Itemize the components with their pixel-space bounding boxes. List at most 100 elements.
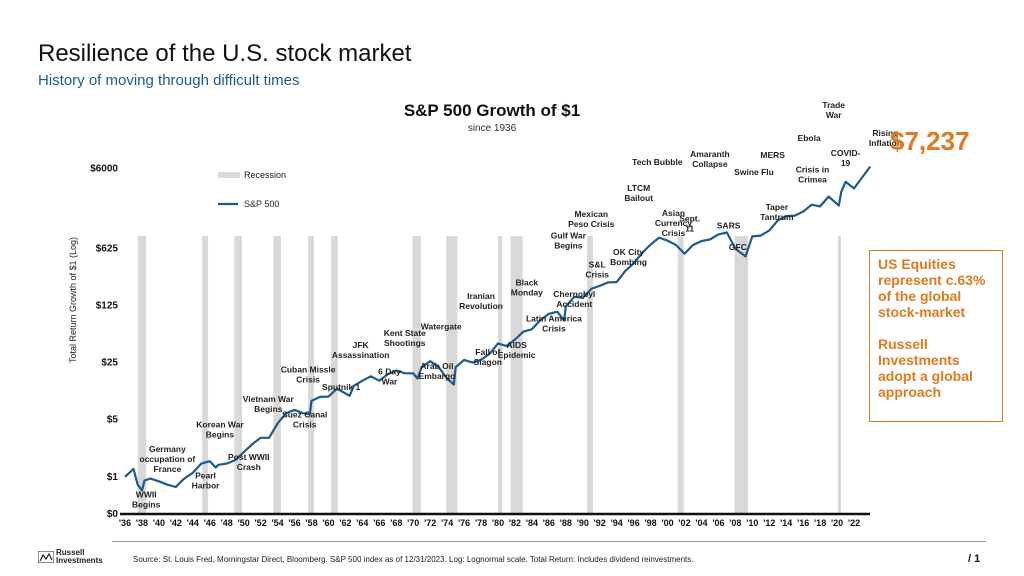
recession-bar bbox=[446, 236, 458, 514]
x-tick-label: '06 bbox=[712, 518, 724, 528]
event-label-line: AIDS bbox=[506, 340, 527, 350]
event-label: MERS bbox=[760, 150, 785, 160]
x-tick-label: '40 bbox=[153, 518, 165, 528]
event-label-line: Revolution bbox=[459, 301, 503, 311]
event-label-line: 19 bbox=[841, 158, 851, 168]
x-tick-label: '04 bbox=[695, 518, 707, 528]
x-tick-label: '86 bbox=[543, 518, 555, 528]
recession-bar bbox=[273, 236, 281, 514]
event-label-line: France bbox=[153, 464, 181, 474]
event-label-line: Mexican bbox=[574, 209, 608, 219]
event-label-line: Post WWII bbox=[228, 452, 270, 462]
footer-divider bbox=[112, 541, 986, 542]
y-axis-label: Total Return Growth of $1 (Log) bbox=[68, 237, 78, 363]
event-label: 6 Day War bbox=[378, 366, 401, 386]
event-label-line: Asian bbox=[662, 208, 685, 218]
event-label-line: WWII bbox=[136, 489, 157, 499]
chart-title: S&P 500 Growth of $1 bbox=[404, 101, 580, 120]
event-label-line: Crisis bbox=[662, 228, 686, 238]
x-tick-label: '14 bbox=[780, 518, 792, 528]
event-label-line: JFK bbox=[353, 340, 370, 350]
event-label-line: Amaranth bbox=[690, 149, 730, 159]
x-tick-labels: '36 '38 '40 '42 '44 '46 '48 '50 '52 '54 '56 '58 '60 '… bbox=[119, 518, 860, 528]
event-label: JFK Assassination bbox=[332, 340, 390, 360]
y-tick-label: $125 bbox=[96, 301, 119, 312]
x-tick-label: '66 bbox=[373, 518, 385, 528]
event-label: Arab Oil Embargo bbox=[419, 361, 456, 381]
event-label-line: Inflation bbox=[869, 138, 902, 148]
event-label: Pearl Harbor bbox=[192, 471, 221, 491]
event-label: Taper Tantrum bbox=[760, 202, 794, 222]
y-tick-label: $625 bbox=[96, 243, 119, 254]
final-value: $7,237 bbox=[890, 126, 970, 156]
x-tick-label: '42 bbox=[170, 518, 182, 528]
recession-bar bbox=[677, 236, 684, 514]
event-label-line: Assassination bbox=[332, 350, 390, 360]
event-label-line: Fall of bbox=[475, 347, 500, 357]
page-subtitle: History of moving through difficult time… bbox=[38, 72, 300, 89]
x-tick-label: '84 bbox=[526, 518, 538, 528]
x-tick-label: '38 bbox=[136, 518, 148, 528]
event-label-line: Sputnik 1 bbox=[322, 382, 361, 392]
event-label-line: War bbox=[382, 376, 398, 386]
event-label-line: Cuban Missle bbox=[281, 364, 336, 374]
event-label-line: Begins bbox=[554, 240, 583, 250]
x-tick-label: '64 bbox=[356, 518, 368, 528]
event-label-line: Peso Crisis bbox=[568, 219, 615, 229]
x-tick-label: '72 bbox=[424, 518, 436, 528]
event-label: COVID-19 bbox=[831, 148, 861, 168]
event-label-line: Begins bbox=[206, 430, 235, 440]
recession-bar bbox=[330, 236, 338, 514]
x-tick-label: '94 bbox=[611, 518, 623, 528]
x-tick-label: '20 bbox=[831, 518, 843, 528]
event-label: Post WWII Crash bbox=[228, 452, 270, 472]
event-label-line: Gulf War bbox=[551, 230, 587, 240]
legend: Recession S&P 500 bbox=[218, 170, 286, 209]
event-label-line: Rising bbox=[872, 128, 898, 138]
recession-bar bbox=[234, 236, 242, 514]
event-label: Korean War Begins bbox=[196, 420, 244, 440]
event-label-line: Sept. bbox=[679, 213, 700, 223]
event-label: WWII Begins bbox=[132, 489, 161, 509]
event-label-line: Korean War bbox=[196, 420, 244, 430]
x-tick-label: '80 bbox=[492, 518, 504, 528]
event-label-line: Crisis bbox=[296, 374, 320, 384]
event-label-line: Bailout bbox=[624, 193, 653, 203]
logo-line-2: Investments bbox=[56, 556, 103, 565]
event-label-line: Kent State bbox=[384, 328, 426, 338]
event-label-line: Watergate bbox=[421, 321, 462, 331]
event-label-line: Crisis bbox=[293, 420, 317, 430]
event-label-line: Trade bbox=[822, 100, 845, 110]
recession-bar bbox=[308, 236, 315, 514]
event-label-line: 6 Day bbox=[378, 366, 401, 376]
event-label: Tech Bubble bbox=[632, 157, 683, 167]
page-number: / 1 bbox=[968, 553, 981, 565]
event-label-line: Harbor bbox=[192, 481, 221, 491]
event-label-line: S&L bbox=[589, 260, 606, 270]
x-tick-label: '60 bbox=[322, 518, 334, 528]
recession-bar bbox=[587, 236, 593, 514]
event-label-line: Chernobyl bbox=[553, 289, 595, 299]
x-tick-label: '58 bbox=[305, 518, 317, 528]
event-label: LTCM Bailout bbox=[624, 183, 653, 203]
event-label-line: Swine Flu bbox=[734, 167, 774, 177]
x-tick-label: '96 bbox=[628, 518, 640, 528]
event-label: Trade War bbox=[822, 100, 845, 120]
y-tick-labels: $0 $1 $5 $25 $125 $625 $6000 bbox=[90, 163, 118, 520]
event-label: Chernobyl Accident bbox=[553, 289, 595, 309]
x-tick-label: '78 bbox=[475, 518, 487, 528]
legend-sp500-label: S&P 500 bbox=[244, 199, 279, 209]
event-label-line: Crisis in bbox=[796, 164, 830, 174]
event-label: Cuban Missle Crisis bbox=[281, 364, 336, 384]
event-label: Suez Canal Crisis bbox=[282, 410, 327, 430]
recession-bar bbox=[412, 236, 421, 514]
x-tick-label: '08 bbox=[729, 518, 741, 528]
x-tick-label: '52 bbox=[255, 518, 267, 528]
x-tick-label: '22 bbox=[848, 518, 860, 528]
event-label-line: Embargo bbox=[419, 371, 456, 381]
event-label: GFC bbox=[729, 242, 747, 252]
recession-bar bbox=[734, 236, 749, 514]
recession-bar bbox=[137, 236, 147, 514]
y-tick-label: $6000 bbox=[90, 163, 118, 174]
